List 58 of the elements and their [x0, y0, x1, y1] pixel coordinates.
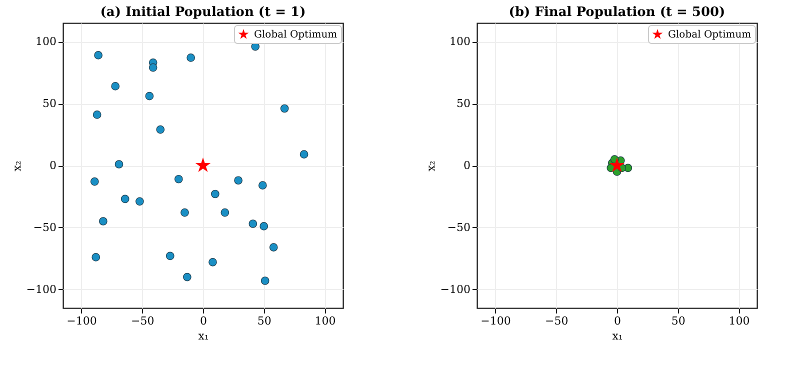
point	[183, 272, 192, 282]
x-tick-label: −100	[66, 314, 97, 328]
y-tick-label: −50	[447, 220, 470, 234]
point	[260, 222, 268, 230]
x-tick-label: 0	[200, 314, 207, 328]
point	[120, 194, 130, 204]
point	[136, 197, 144, 206]
point	[92, 253, 100, 262]
x-tick-label: 0	[614, 314, 621, 328]
chart-title: (a) Initial Population (t = 1)	[100, 5, 306, 20]
point	[260, 276, 270, 285]
y-tick-label: −50	[33, 220, 56, 234]
y-tick-label: 50	[456, 97, 470, 110]
x-tick-label: 100	[314, 314, 336, 328]
chart-title: (b) Final Population (t = 500)	[508, 5, 726, 20]
y-tick-label: 100	[450, 35, 470, 48]
point	[234, 176, 242, 185]
point	[186, 54, 195, 62]
point	[90, 177, 99, 186]
x-tick-label: −50	[131, 314, 154, 328]
point	[94, 51, 102, 60]
point	[280, 104, 289, 113]
point	[220, 208, 230, 217]
point	[111, 82, 120, 90]
point	[180, 208, 189, 217]
y-tick-label: 0	[464, 159, 470, 172]
point	[248, 220, 258, 228]
x-tick-label: −100	[480, 314, 511, 328]
point	[99, 217, 108, 226]
x-tick-label: −50	[545, 314, 568, 328]
point	[148, 63, 158, 72]
y-tick-label: 50	[42, 97, 56, 110]
point	[211, 190, 220, 198]
point	[269, 243, 278, 252]
point	[174, 174, 183, 184]
point	[258, 181, 267, 190]
point	[156, 125, 165, 134]
point	[195, 157, 211, 172]
y-axis-title: x₂	[10, 160, 24, 172]
y-tick-label: −100	[440, 282, 470, 296]
point	[92, 110, 102, 119]
point	[300, 150, 308, 159]
point	[609, 157, 625, 172]
point	[166, 252, 174, 260]
point	[208, 258, 217, 266]
x-axis-title: x₁	[198, 330, 209, 342]
point	[114, 160, 124, 168]
x-axis-title: x₁	[612, 330, 623, 342]
x-tick-label: 100	[728, 314, 750, 328]
y-axis-title: x₂	[424, 160, 438, 172]
legend-label: Global Optimum	[254, 30, 338, 40]
y-tick-label: 0	[50, 159, 56, 172]
y-tick-label: 100	[36, 35, 56, 48]
x-tick-label: 50	[257, 314, 272, 328]
legend-label: Global Optimum	[668, 30, 752, 40]
y-tick-label: −100	[26, 282, 56, 296]
point	[145, 92, 154, 100]
x-tick-label: 50	[671, 314, 686, 328]
